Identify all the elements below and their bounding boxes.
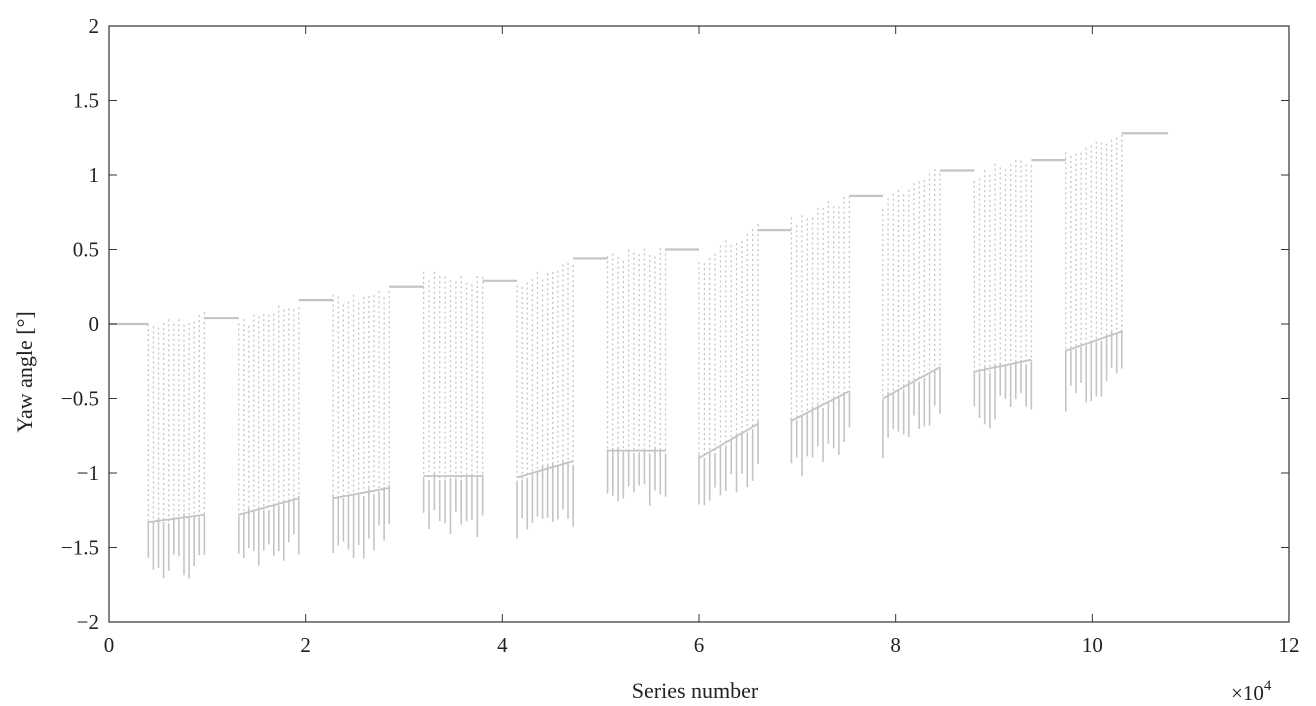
x-axis-multiplier: ×104: [1231, 678, 1272, 705]
x-tick-label: 0: [104, 633, 115, 657]
oscillation-segment: [973, 160, 1033, 429]
oscillation-envelope: [1065, 330, 1123, 352]
y-tick-label: −1: [77, 461, 99, 485]
oscillation-segment: [790, 196, 851, 477]
x-tick-label: 10: [1082, 633, 1103, 657]
oscillation-envelope: [238, 497, 300, 516]
y-tick-label: 0.5: [73, 238, 99, 262]
oscillation-segment: [516, 262, 574, 539]
x-tick-label: 2: [300, 633, 311, 657]
x-axis-label: Series number: [632, 678, 759, 703]
oscillation-segment: [422, 271, 484, 538]
x-multiplier-base: ×10: [1231, 681, 1264, 705]
oscillation-segment: [882, 169, 941, 459]
oscillation-envelope: [790, 390, 850, 422]
x-tick-labels: 0 2 4 6 8 10 12: [104, 633, 1300, 657]
oscillation-segment: [147, 312, 206, 579]
oscillation-segment: [698, 224, 759, 506]
y-tick-label: −2: [77, 610, 99, 634]
oscillation-envelope: [698, 423, 759, 459]
x-tick-label: 6: [694, 633, 705, 657]
y-tick-label: 1.5: [73, 89, 99, 113]
y-tick-label: 0: [89, 312, 100, 336]
oscillation-segment: [606, 248, 667, 506]
oscillation-envelope: [516, 460, 574, 479]
y-tick-label: 2: [89, 14, 100, 38]
oscillation-envelope: [882, 366, 941, 400]
x-multiplier-exponent: 4: [1264, 678, 1272, 694]
oscillation-envelope: [333, 487, 390, 500]
x-tick-label: 8: [890, 633, 901, 657]
oscillation-segment: [332, 291, 391, 559]
y-axis-label: Yaw angle [°]: [12, 311, 37, 432]
oscillation-segment: [1064, 134, 1123, 412]
y-tick-label: 1: [89, 163, 100, 187]
axis-ticks: [108, 25, 1290, 623]
x-tick-label: 4: [497, 633, 508, 657]
y-tick-label: −1.5: [61, 536, 99, 560]
oscillation-segment: [238, 305, 300, 566]
oscillation-envelope: [974, 358, 1032, 373]
x-tick-label: 12: [1279, 633, 1300, 657]
oscillation-envelope: [148, 513, 205, 524]
y-tick-labels: 2 1.5 1 0.5 0 −0.5 −1 −1.5 −2: [61, 14, 99, 634]
data-series: [109, 132, 1169, 579]
y-tick-label: −0.5: [61, 387, 99, 411]
